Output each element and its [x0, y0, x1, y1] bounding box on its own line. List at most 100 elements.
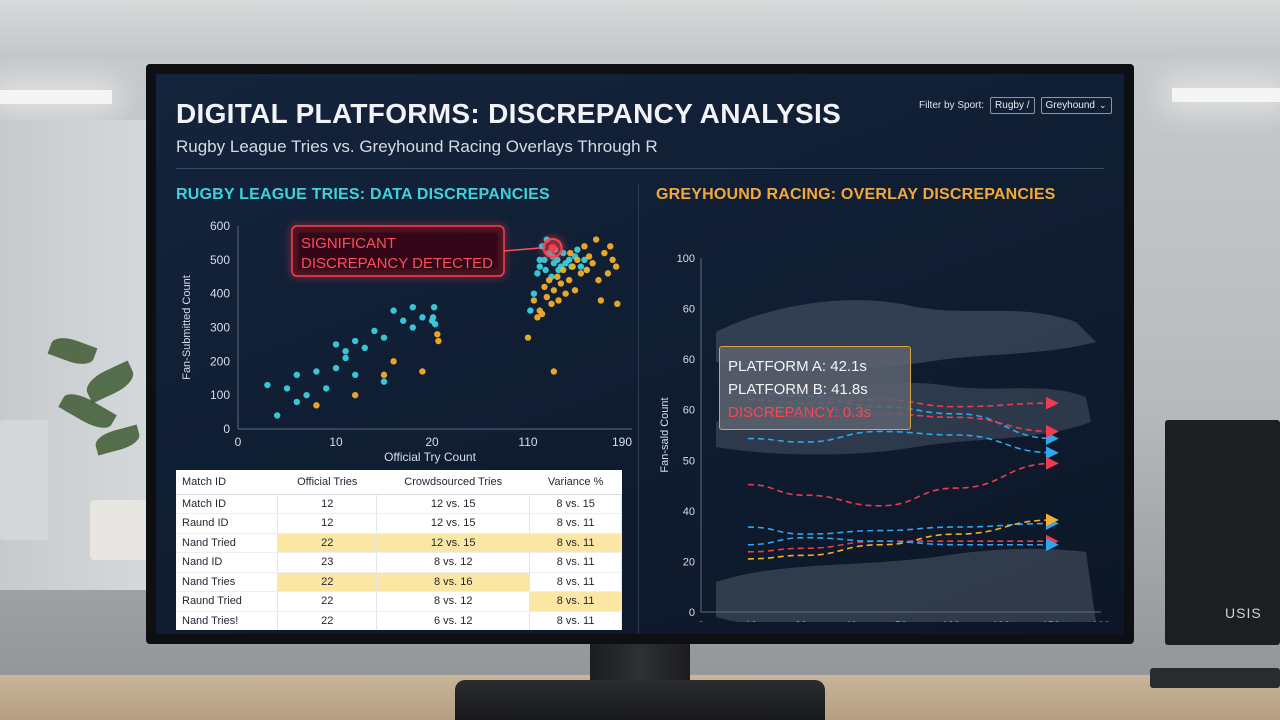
data-point-orange [571, 287, 579, 294]
table-header-cell: Match ID [176, 470, 278, 495]
y-tick-label: 600 [210, 219, 230, 233]
data-point-orange [524, 334, 532, 341]
data-point-orange [567, 249, 574, 257]
data-point-cyan [534, 270, 541, 277]
data-point-orange [555, 297, 562, 304]
table-cell: Raund Tried [176, 591, 279, 612]
table-cell: 8 vs. 12 [376, 552, 531, 573]
table-row[interactable]: Nand Tries! 22 6 vs. 12 8 vs. 11 [176, 611, 622, 630]
x-tick-label: 50 [895, 620, 907, 622]
data-point-orange [583, 266, 590, 274]
data-point-orange [581, 243, 588, 250]
data-point-orange [352, 391, 359, 399]
data-point-cyan [274, 412, 281, 419]
table-cell: 12 vs. 15 [376, 533, 531, 553]
discrepancy-callout: SIGNIFICANT DISCREPANCY DETECTED [291, 225, 541, 277]
x-tick-label: 10 [329, 435, 343, 449]
table-cell: 8 vs. 11 [529, 552, 622, 573]
data-point-cyan [419, 314, 426, 321]
data-point-orange [538, 310, 546, 318]
callout-line-2: DISCREPANCY DETECTED [301, 255, 493, 272]
table-cell: 8 vs. 15 [529, 494, 622, 514]
table-cell: Nand Tried [176, 533, 279, 553]
series-line-red [747, 456, 1059, 507]
table-cell: 22 [277, 591, 378, 612]
data-point-cyan [429, 314, 437, 321]
data-point-orange [597, 297, 605, 304]
data-point-orange [562, 290, 569, 297]
series-line-blue [747, 430, 1059, 460]
sport-filter: Filter by Sport: Rugby / Greyhound ⌄ [919, 97, 1112, 114]
y-tick-label: 0 [223, 422, 230, 436]
plant-pot [90, 500, 150, 560]
table-cell: 22 [277, 533, 378, 553]
table-row[interactable]: Match ID 12 12 vs. 15 8 vs. 15 [176, 494, 622, 514]
x-tick-label: 100 [992, 620, 1010, 622]
ceiling [0, 0, 1280, 60]
ceiling-light-left [0, 90, 112, 104]
x-tick-label: 0 [235, 435, 242, 449]
table-cell: 12 vs. 15 [376, 513, 531, 534]
series-line-orange [747, 513, 1059, 560]
discrepancy-table: Match ID Official Tries Crowdsourced Tries… [176, 470, 622, 630]
filter-chip-rugby-label: Rugby / [995, 100, 1030, 111]
table-cell: 8 vs. 11 [529, 513, 622, 534]
greyhound-section-title: GREYHOUND RACING: OVERLAY DISCREPANCIES [656, 186, 1056, 203]
x-tick-label: 10 [745, 620, 757, 622]
filter-chip-rugby[interactable]: Rugby / [990, 97, 1035, 114]
data-point-cyan [264, 381, 271, 389]
data-point-orange [609, 256, 616, 264]
data-point-orange [548, 300, 555, 308]
data-point-orange [550, 368, 558, 375]
callout-line-1: SIGNIFICANT [301, 235, 396, 252]
data-point-orange [534, 314, 541, 321]
x-axis-title: Official Try Count [384, 450, 476, 464]
monitor-stand [590, 640, 690, 685]
data-point-orange [589, 260, 596, 267]
ceiling-light-right [1172, 88, 1280, 102]
table-cell: Match ID [176, 494, 279, 514]
table-cell: 12 [277, 494, 378, 514]
series-line-blue [747, 517, 1059, 535]
y-tick-label: 20 [683, 556, 695, 568]
table-row[interactable]: Nand Tries 22 8 vs. 16 8 vs. 11 [176, 572, 622, 592]
table-cell: 12 vs. 15 [376, 494, 531, 514]
data-point-orange [419, 368, 426, 375]
data-point-cyan [574, 246, 581, 253]
data-point-cyan [342, 354, 349, 362]
series-line-blue [747, 536, 1059, 552]
data-point-cyan [380, 334, 388, 341]
x-tick-label: 40 [845, 620, 857, 622]
table-cell: 23 [277, 552, 378, 573]
data-point-orange [607, 243, 614, 250]
y-tick-label: 60 [683, 304, 695, 316]
data-point-orange [550, 287, 558, 294]
dashboard-screen: DIGITAL PLATFORMS: DISCREPANCY ANALYSIS … [156, 74, 1124, 634]
table-row[interactable]: Nand Tried 22 12 vs. 15 8 vs. 11 [176, 533, 622, 553]
table-cell: 12 [277, 513, 378, 534]
table-cell: 8 vs. 12 [376, 591, 531, 612]
data-point-cyan [390, 307, 397, 314]
data-point-cyan [293, 371, 300, 379]
data-point-orange [530, 297, 538, 304]
data-point-cyan [293, 398, 300, 406]
y-tick-label: 60 [683, 405, 695, 417]
table-row[interactable]: Nand ID 23 8 vs. 12 8 vs. 11 [176, 552, 622, 573]
data-point-cyan [361, 344, 368, 351]
y-tick-label: 400 [210, 287, 230, 301]
data-point-cyan [352, 371, 359, 379]
data-point-cyan [342, 347, 349, 355]
table-row[interactable]: Raund Tried 22 8 vs. 12 8 vs. 11 [176, 591, 622, 612]
table-cell: Nand ID [176, 552, 279, 573]
table-cell: 8 vs. 11 [529, 611, 622, 630]
data-point-orange [545, 276, 553, 284]
filter-dropdown-greyhound[interactable]: Greyhound ⌄ [1040, 97, 1112, 114]
table-row[interactable]: Raund ID 12 12 vs. 15 8 vs. 11 [176, 513, 622, 534]
keyboard [1150, 668, 1280, 688]
data-point-cyan [577, 263, 585, 270]
rugby-scatter-chart[interactable]: 0 100 200 300 400 500 600 0 10 20 110 190 Official T… [176, 214, 636, 464]
data-point-cyan [303, 391, 310, 399]
table-cell: 6 vs. 12 [376, 611, 531, 630]
callout-pointer [503, 247, 541, 252]
data-point-orange [560, 266, 567, 274]
